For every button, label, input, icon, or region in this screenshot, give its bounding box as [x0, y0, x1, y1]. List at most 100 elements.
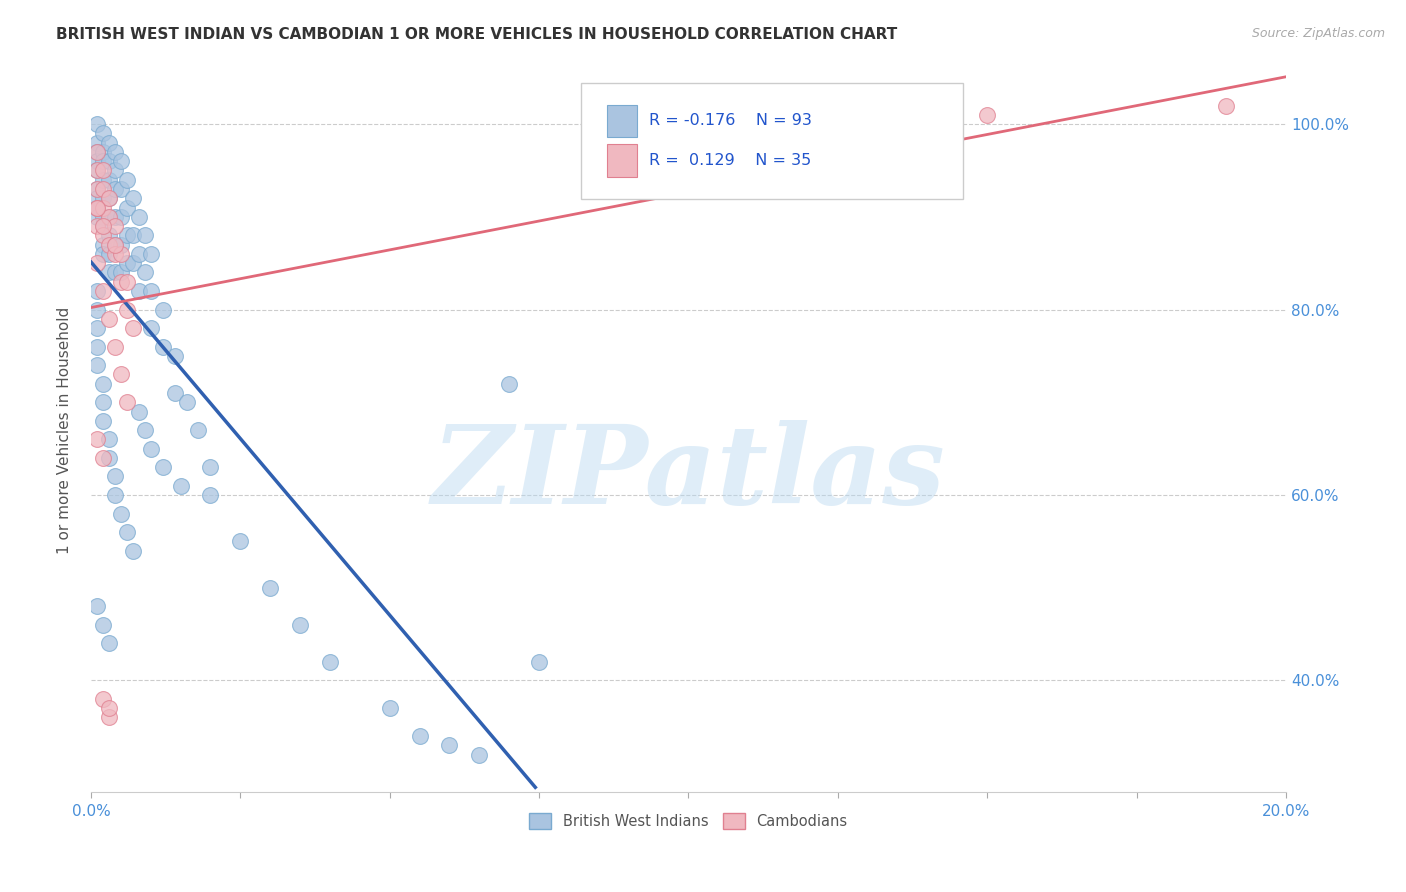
- Point: [139, 321, 162, 335]
- Point: [121, 256, 143, 270]
- Point: [408, 729, 430, 743]
- Point: [86, 182, 108, 196]
- Point: [229, 534, 252, 549]
- Point: [110, 275, 132, 289]
- Point: [110, 210, 132, 224]
- Point: [104, 163, 127, 178]
- Point: [115, 173, 138, 187]
- Point: [134, 265, 156, 279]
- Point: [97, 173, 120, 187]
- Point: [104, 247, 127, 261]
- Point: [91, 154, 114, 169]
- Point: [91, 450, 114, 465]
- Point: [110, 182, 132, 196]
- Point: [97, 710, 120, 724]
- Point: [152, 340, 174, 354]
- Point: [86, 284, 108, 298]
- Point: [86, 191, 108, 205]
- Point: [97, 237, 120, 252]
- Point: [259, 581, 281, 595]
- Y-axis label: 1 or more Vehicles in Household: 1 or more Vehicles in Household: [58, 307, 72, 554]
- Point: [97, 247, 120, 261]
- Point: [115, 256, 138, 270]
- Point: [91, 247, 114, 261]
- Point: [86, 599, 108, 614]
- Point: [86, 145, 108, 159]
- Point: [97, 311, 120, 326]
- Point: [498, 376, 520, 391]
- Point: [97, 265, 120, 279]
- Point: [86, 201, 108, 215]
- Point: [139, 442, 162, 456]
- Point: [104, 265, 127, 279]
- Point: [91, 173, 114, 187]
- Point: [86, 340, 108, 354]
- Point: [288, 617, 311, 632]
- Point: [121, 191, 143, 205]
- Point: [97, 154, 120, 169]
- Point: [104, 210, 127, 224]
- Point: [97, 191, 120, 205]
- Point: [91, 228, 114, 243]
- Point: [97, 136, 120, 150]
- Point: [169, 478, 191, 492]
- Point: [110, 247, 132, 261]
- Point: [91, 284, 114, 298]
- Point: [91, 145, 114, 159]
- Point: [187, 423, 209, 437]
- Point: [139, 247, 162, 261]
- Point: [976, 108, 998, 122]
- Text: R = -0.176    N = 93: R = -0.176 N = 93: [650, 113, 811, 128]
- FancyBboxPatch shape: [607, 145, 637, 177]
- Point: [115, 524, 138, 539]
- Point: [439, 738, 461, 752]
- Point: [91, 127, 114, 141]
- Point: [91, 163, 114, 178]
- Text: ZIPatlas: ZIPatlas: [432, 420, 945, 527]
- Point: [128, 404, 150, 418]
- Point: [86, 163, 108, 178]
- Point: [115, 275, 138, 289]
- Point: [91, 201, 114, 215]
- Text: Source: ZipAtlas.com: Source: ZipAtlas.com: [1251, 27, 1385, 40]
- Point: [86, 182, 108, 196]
- Point: [110, 368, 132, 382]
- Point: [91, 182, 114, 196]
- Point: [91, 376, 114, 391]
- Point: [128, 247, 150, 261]
- Point: [91, 237, 114, 252]
- Point: [200, 460, 222, 475]
- Point: [200, 488, 222, 502]
- Point: [152, 302, 174, 317]
- Point: [128, 284, 150, 298]
- Point: [121, 321, 143, 335]
- Point: [110, 154, 132, 169]
- Point: [104, 182, 127, 196]
- Point: [97, 701, 120, 715]
- Point: [86, 219, 108, 233]
- Point: [91, 395, 114, 409]
- Point: [104, 469, 127, 483]
- Point: [91, 617, 114, 632]
- Point: [1215, 98, 1237, 112]
- Point: [121, 228, 143, 243]
- Point: [319, 655, 342, 669]
- Point: [86, 210, 108, 224]
- Point: [97, 450, 120, 465]
- Point: [527, 655, 550, 669]
- Point: [91, 210, 114, 224]
- Point: [97, 433, 120, 447]
- Point: [86, 201, 108, 215]
- Point: [115, 302, 138, 317]
- Point: [468, 747, 491, 762]
- Point: [115, 395, 138, 409]
- Point: [86, 136, 108, 150]
- Point: [163, 349, 186, 363]
- Point: [128, 210, 150, 224]
- Point: [115, 201, 138, 215]
- Point: [163, 386, 186, 401]
- Text: R =  0.129    N = 35: R = 0.129 N = 35: [650, 153, 811, 169]
- Point: [86, 154, 108, 169]
- FancyBboxPatch shape: [581, 83, 963, 199]
- Point: [86, 302, 108, 317]
